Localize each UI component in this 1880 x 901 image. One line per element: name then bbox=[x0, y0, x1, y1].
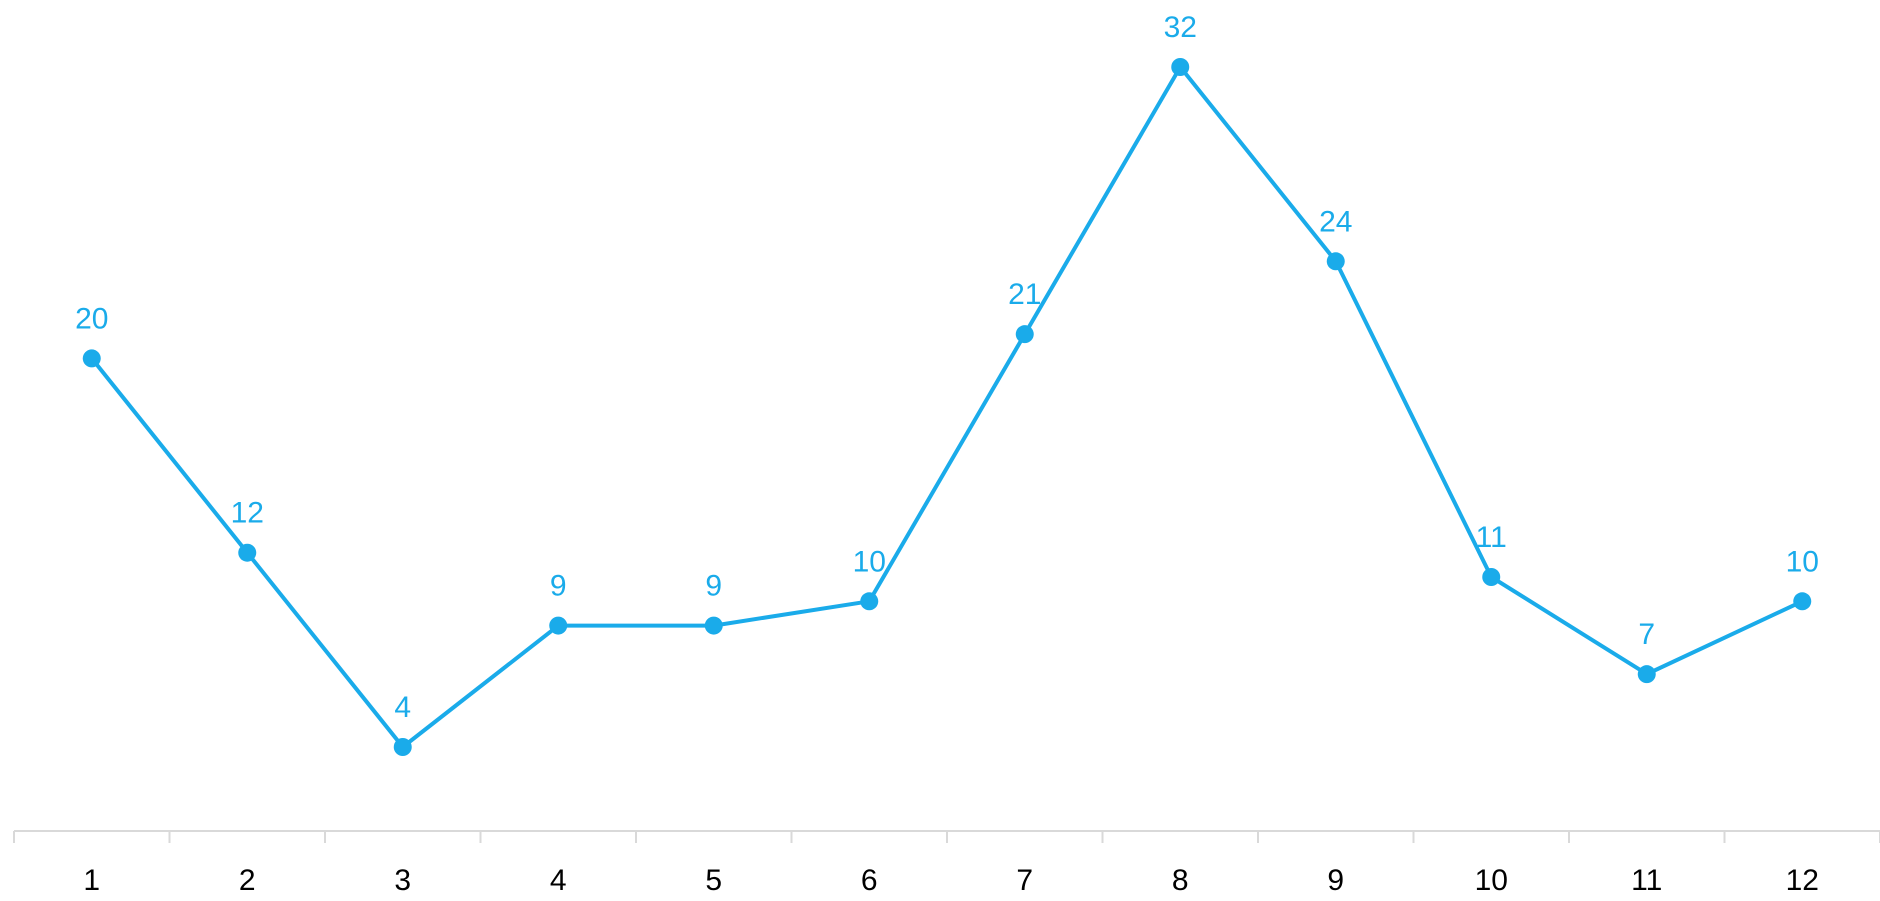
x-tick-label: 8 bbox=[1172, 864, 1189, 896]
x-tick-label: 3 bbox=[394, 864, 411, 896]
data-point bbox=[1793, 592, 1812, 611]
x-tick-label: 10 bbox=[1475, 864, 1508, 896]
data-label: 12 bbox=[231, 497, 264, 530]
data-point bbox=[393, 738, 412, 756]
x-tick-label: 7 bbox=[1016, 864, 1033, 896]
data-label: 9 bbox=[550, 570, 567, 603]
data-point bbox=[1171, 58, 1190, 76]
data-label: 10 bbox=[1786, 545, 1819, 578]
data-point bbox=[1326, 252, 1345, 271]
x-tick-label: 5 bbox=[705, 864, 722, 896]
data-point bbox=[1015, 325, 1034, 344]
data-label: 24 bbox=[1319, 205, 1352, 238]
data-point bbox=[860, 592, 879, 611]
x-tick-label: 6 bbox=[861, 864, 878, 896]
data-label: 7 bbox=[1638, 618, 1655, 651]
x-tick-label: 11 bbox=[1631, 864, 1662, 896]
x-tick-label: 1 bbox=[83, 864, 100, 896]
x-tick-label: 2 bbox=[239, 864, 256, 896]
data-point bbox=[82, 349, 101, 368]
data-point-layer bbox=[82, 58, 1812, 756]
x-tick-label: 4 bbox=[550, 864, 567, 896]
data-label: 9 bbox=[705, 570, 722, 603]
data-label: 11 bbox=[1476, 521, 1507, 554]
series-line-layer bbox=[90, 65, 1804, 749]
data-point bbox=[238, 543, 257, 562]
data-label-layer: 20 12 4 9 9 10 21 32 24 11 7 10 bbox=[75, 11, 1819, 724]
data-point bbox=[704, 616, 723, 635]
data-label: 32 bbox=[1164, 11, 1197, 44]
x-tick-label-layer: 1 2 3 4 5 6 7 8 9 10 11 12 bbox=[83, 864, 1819, 897]
data-point bbox=[1637, 665, 1656, 684]
data-label: 4 bbox=[394, 691, 411, 724]
data-label: 20 bbox=[75, 302, 108, 335]
series-line bbox=[90, 65, 1804, 749]
data-label: 10 bbox=[853, 545, 886, 578]
data-point bbox=[1482, 568, 1501, 586]
data-point bbox=[549, 616, 568, 635]
x-tick-label: 9 bbox=[1327, 864, 1344, 896]
x-tick-label: 12 bbox=[1786, 864, 1819, 896]
x-axis bbox=[13, 830, 1880, 843]
data-label: 21 bbox=[1008, 278, 1041, 311]
